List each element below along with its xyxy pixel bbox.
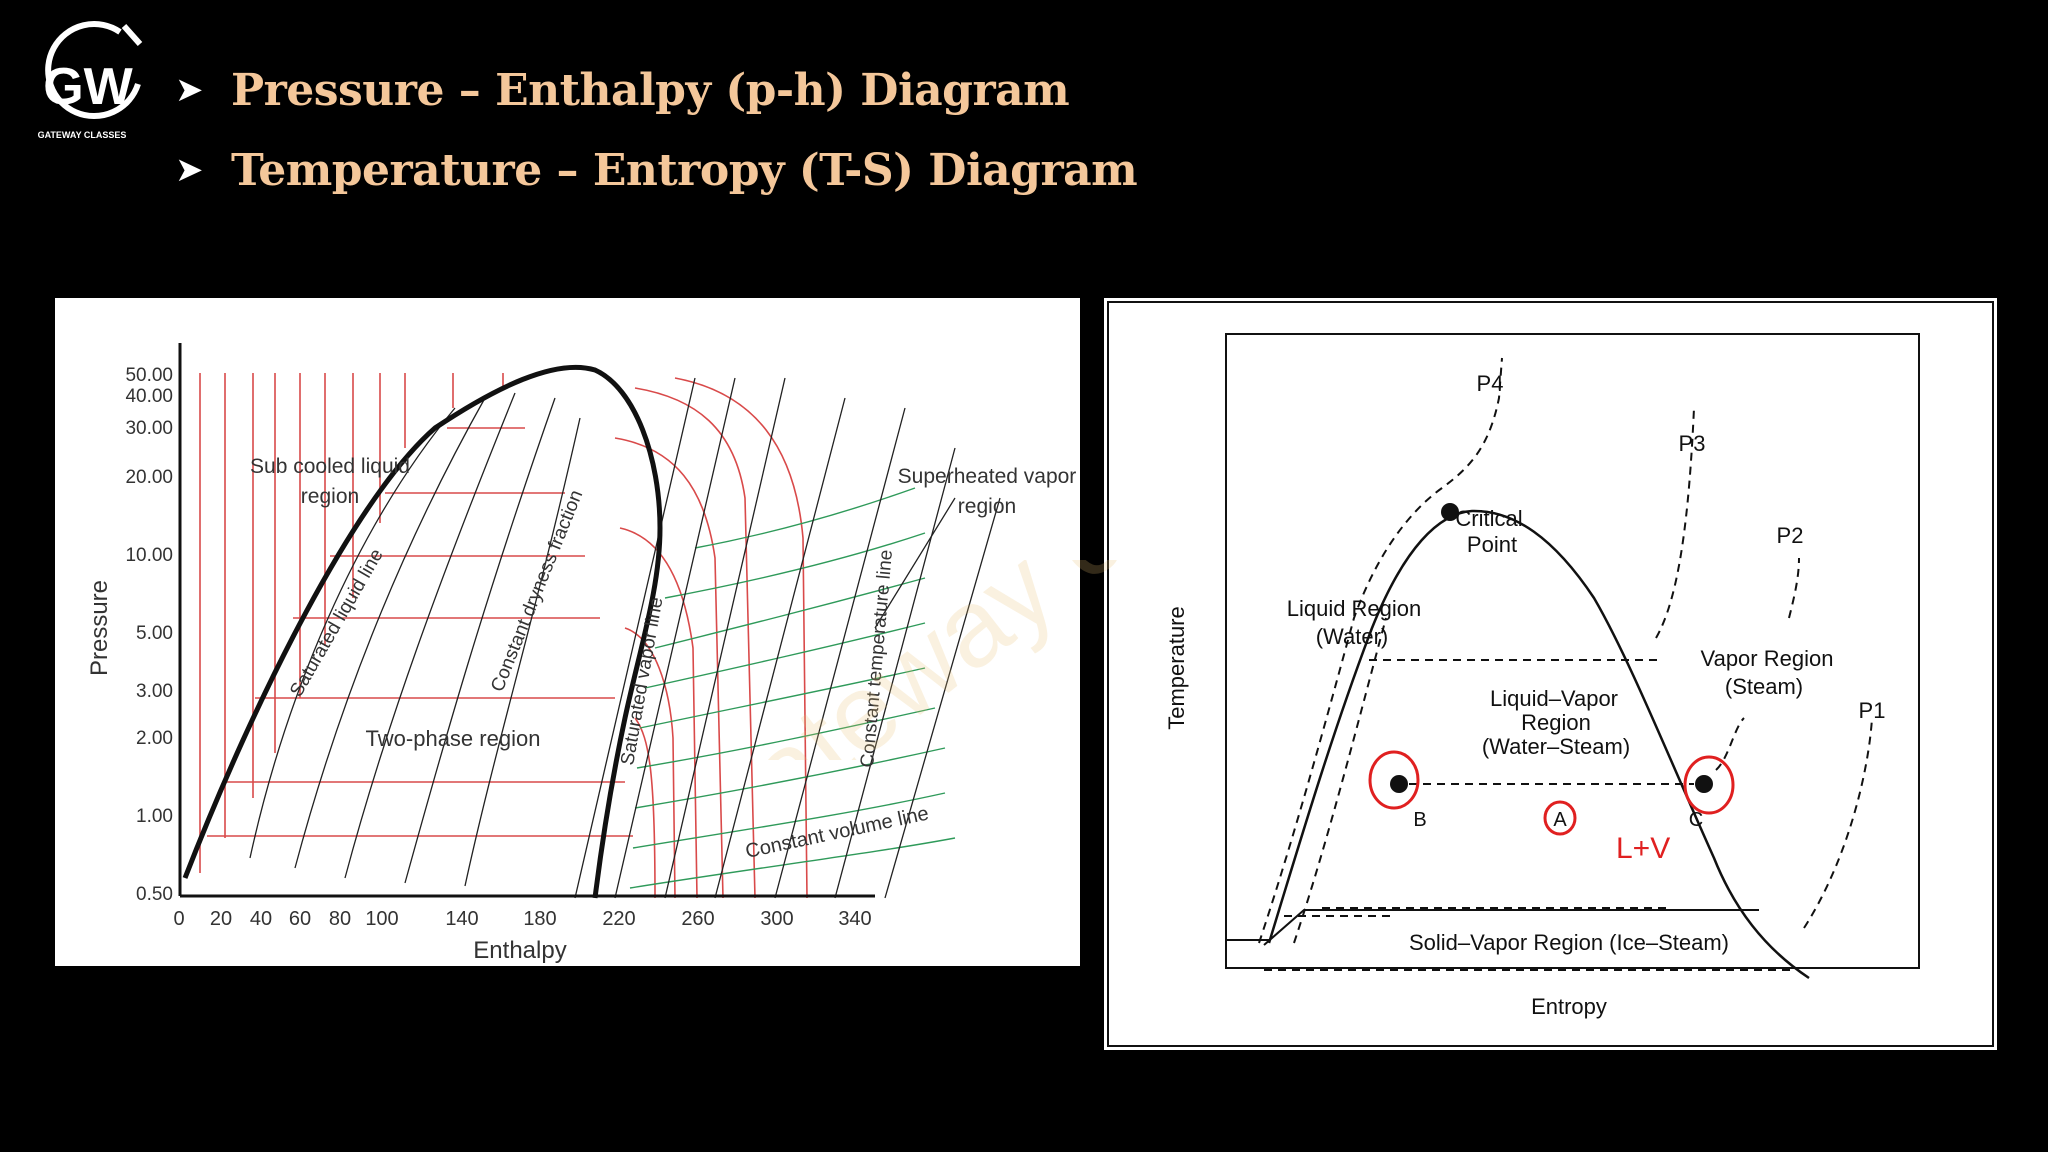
liquid-region-label-2: (Water) [1316,624,1389,649]
p2-label: P2 [1777,523,1804,548]
gateway-logo: GW GATEWAY CLASSES [20,18,160,148]
ph-y-tick: 30.00 [125,418,173,439]
ts-y-label: Temperature [1164,606,1189,730]
point-a-label: A [1553,809,1567,831]
isobar-lines [1258,357,1873,971]
ph-y-ticks: 50.00 40.00 30.00 20.00 10.00 5.00 3.00 … [125,365,173,905]
bullet-ph-text: Pressure – Enthalpy (p-h) Diagram [231,64,1070,116]
ph-x-tick: 260 [681,908,714,930]
point-b-marker [1390,775,1408,793]
ph-y-tick: 1.00 [136,806,173,827]
ph-x-tick: 140 [445,908,478,930]
vapor-region-label-2: (Steam) [1725,674,1803,699]
ph-x-tick: 300 [760,908,793,930]
ph-x-tick: 80 [329,908,351,930]
solid-vapor-label: Solid–Vapor Region (Ice–Steam) [1409,930,1729,955]
lv-annotation: L+V [1616,832,1670,865]
ph-x-tick: 20 [210,908,232,930]
critical-point-label-2: Point [1467,532,1517,557]
point-b-label: B [1413,809,1426,831]
subcooled-label-1: Sub cooled liquid [250,455,410,478]
logo-text: GW [43,58,133,116]
const-volume-label: Constant volume line [743,803,930,863]
ph-y-tick: 2.00 [136,728,173,749]
annotation-marks [1368,750,1735,836]
p3-label: P3 [1679,431,1706,456]
point-c-marker [1695,775,1713,793]
mixture-label-3: (Water–Steam) [1482,734,1630,759]
solid-vapor-boundary [1263,909,1759,946]
dryness-label: Constant dryness fraction [487,487,587,695]
point-c-label: C [1689,809,1703,831]
mixture-label-1: Liquid–Vapor [1490,686,1618,711]
critical-point-marker [1441,503,1459,521]
slide-heading-list: ➤ Pressure – Enthalpy (p-h) Diagram ➤ Te… [175,50,1138,210]
vapor-region-label-1: Vapor Region [1701,646,1834,671]
ph-x-tick: 100 [365,908,398,930]
ph-x-tick: 40 [250,908,272,930]
ph-x-tick: 180 [523,908,556,930]
isochor-lines [629,487,956,889]
ph-y-tick: 40.00 [125,386,173,407]
ph-x-tick: 60 [289,908,311,930]
ph-y-tick: 10.00 [125,545,173,566]
ph-diagram-panel: 50.00 40.00 30.00 20.00 10.00 5.00 3.00 … [55,298,1080,966]
saturation-dome [182,364,663,899]
ph-x-tick: 340 [838,908,871,930]
bullet-ts-text: Temperature – Entropy (T-S) Diagram [231,144,1138,196]
p1-label: P1 [1859,698,1886,723]
ph-y-tick: 5.00 [136,623,173,644]
logo-subtext: GATEWAY CLASSES [38,130,127,140]
arrow-bullet-icon: ➤ [175,70,204,110]
ts-diagram-panel: P4 P3 P2 P1 Critical Point Liquid Region… [1104,298,1997,1050]
ph-y-tick: 0.50 [136,884,173,905]
mixture-label-2: Region [1521,710,1591,735]
ph-y-tick: 3.00 [136,681,173,702]
ph-x-ticks: 0 20 40 60 80 100 140 180 220 260 300 34… [173,908,871,930]
superheated-label-2: region [958,495,1016,518]
arrow-bullet-icon: ➤ [175,150,204,190]
ph-x-label: Enthalpy [473,937,566,964]
ph-x-tick: 220 [602,908,635,930]
superheated-label-1: Superheated vapor [898,465,1077,488]
critical-point-label-1: Critical [1455,506,1522,531]
dryness-lines [249,377,1001,899]
ts-saturation-dome [1267,509,1810,980]
bullet-ts: ➤ Temperature – Entropy (T-S) Diagram [175,130,1138,210]
ph-y-label: Pressure [86,580,113,676]
ph-y-tick: 50.00 [125,365,173,386]
ph-x-tick: 0 [173,908,184,930]
ts-x-label: Entropy [1531,994,1607,1019]
ts-plot-frame [1225,333,1920,969]
two-phase-label: Two-phase region [366,726,541,751]
subcooled-label-2: region [301,485,359,508]
p4-label: P4 [1477,371,1504,396]
ph-y-tick: 20.00 [125,467,173,488]
bullet-ph: ➤ Pressure – Enthalpy (p-h) Diagram [175,50,1137,130]
liquid-region-label-1: Liquid Region [1287,596,1422,621]
const-temp-label: Constant temperature line [857,549,897,769]
